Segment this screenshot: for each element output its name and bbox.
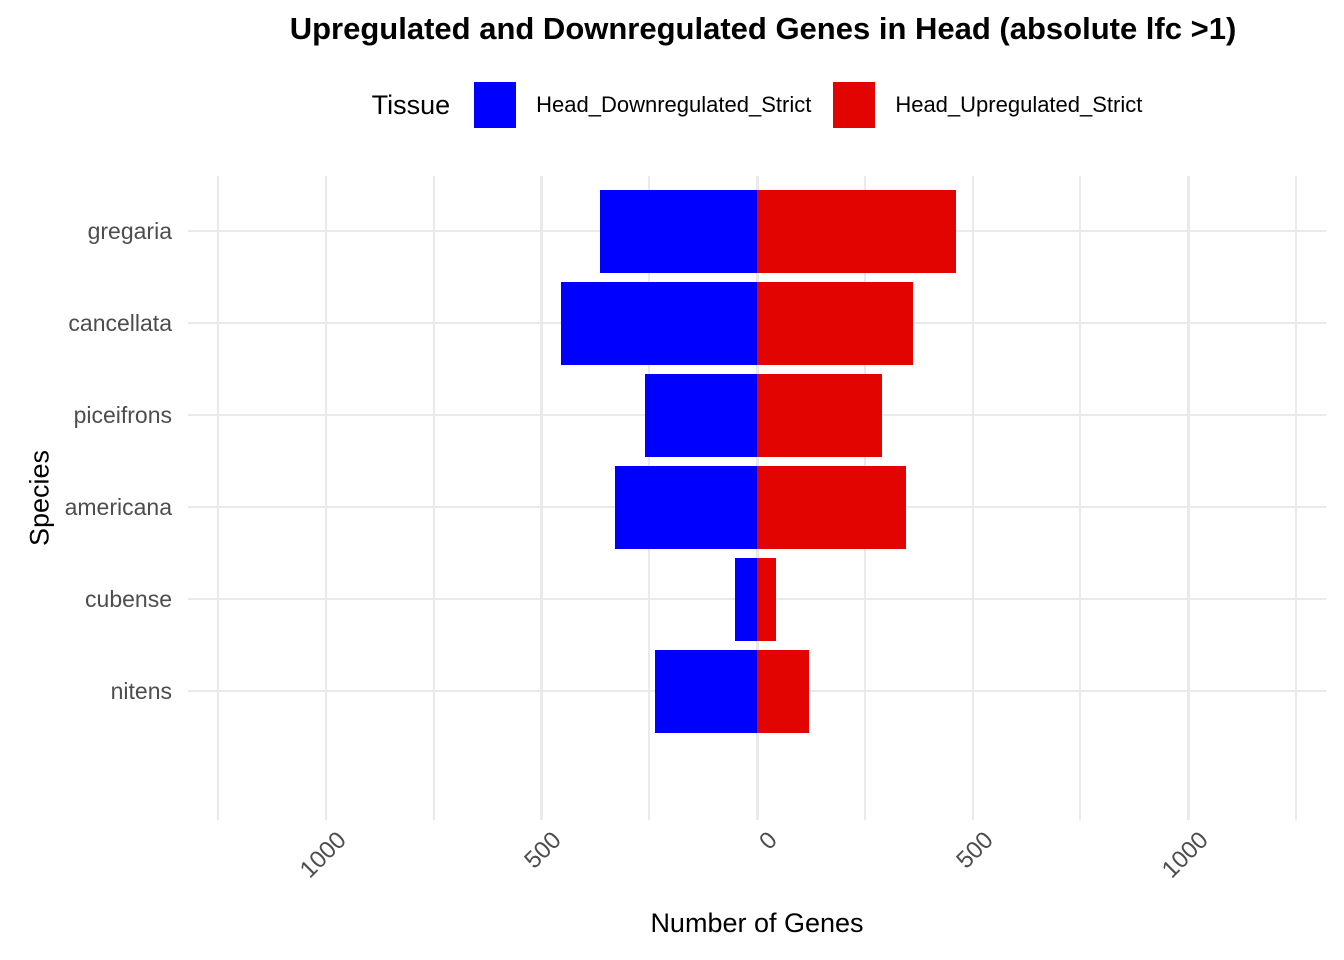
bar-upregulated-cancellata [757,281,914,365]
bar-upregulated-gregaria [757,189,957,273]
bar-downregulated-piceifrons [645,373,757,457]
legend-item-downregulated: Head_Downregulated_Strict [474,82,811,128]
legend-key-downregulated-swatch [474,82,517,128]
legend: Tissue Head_Downregulated_Strict Head_Up… [188,80,1326,130]
y-tick-label-nitens: nitens [110,678,172,705]
y-tick-label-cubense: cubense [85,586,172,613]
major-gridline [324,176,328,820]
legend-label-downregulated: Head_Downregulated_Strict [536,92,812,117]
legend-title: Tissue [371,89,451,120]
plot-panel [188,176,1326,820]
bar-upregulated-nitens [757,649,810,733]
bar-upregulated-cubense [757,557,776,641]
x-axis-title: Number of Genes [650,908,864,938]
major-gridline [540,176,543,820]
y-tick-label-gregaria: gregaria [87,218,172,245]
bar-downregulated-nitens [654,649,757,733]
legend-key-upregulated-swatch [833,82,876,128]
minor-gridline [217,176,220,820]
legend-label-upregulated: Head_Upregulated_Strict [895,92,1143,117]
bar-downregulated-americana [614,465,757,549]
bar-downregulated-gregaria [599,189,757,273]
major-gridline [971,176,975,820]
y-tick-label-cancellata: cancellata [68,310,172,337]
chart-title: Upregulated and Downregulated Genes in H… [289,11,1237,46]
bar-downregulated-cancellata [561,281,757,365]
major-gridline [1187,176,1190,820]
bar-downregulated-cubense [735,557,757,641]
minor-gridline [1079,176,1082,820]
bar-upregulated-americana [757,465,907,549]
y-tick-label-piceifrons: piceifrons [73,402,172,429]
minor-gridline [432,176,435,820]
bar-upregulated-piceifrons [757,373,883,457]
legend-item-upregulated: Head_Upregulated_Strict [833,82,1142,128]
minor-gridline [1294,176,1297,820]
y-tick-label-americana: americana [64,494,172,521]
